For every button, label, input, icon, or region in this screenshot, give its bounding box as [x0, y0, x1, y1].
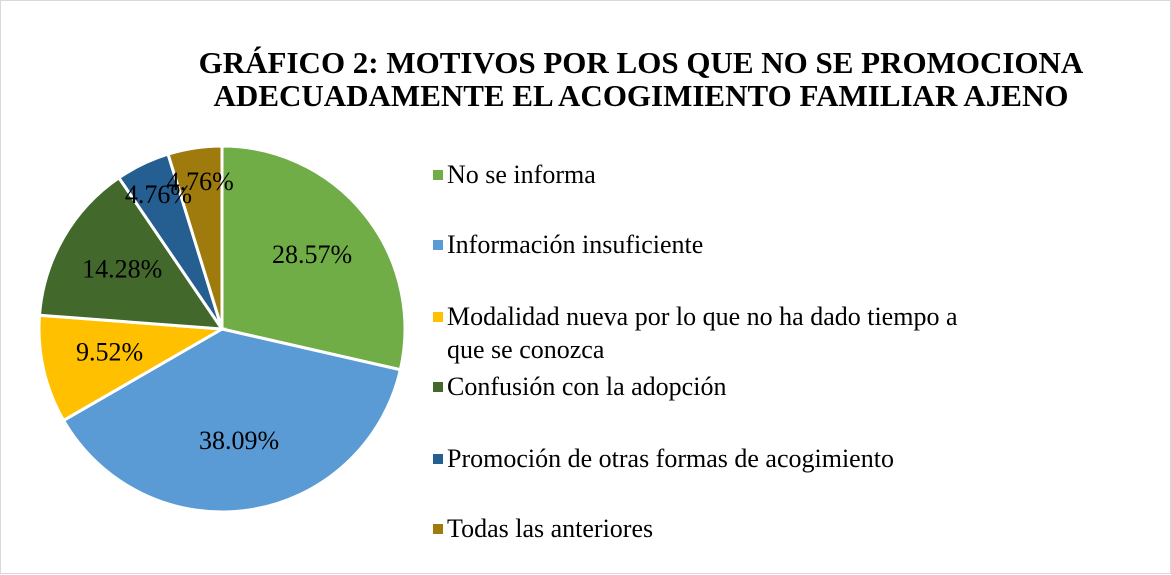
data-label: 4.76% — [167, 167, 234, 196]
legend-label: Todas las anteriores — [447, 514, 654, 543]
legend-item: No se informa — [433, 158, 993, 191]
legend-item: Todas las anteriores — [433, 512, 993, 545]
legend-swatch — [433, 524, 443, 534]
legend-label: Información insuficiente — [447, 230, 704, 259]
pie-slice — [166, 144, 224, 330]
legend-label: Modalidad nueva por lo que no ha dado ti… — [447, 302, 958, 364]
legend-item: Confusión con la adopción — [433, 370, 993, 403]
legend-swatch — [433, 382, 443, 392]
pie-slice — [220, 144, 407, 372]
legend-item: Promoción de otras formas de acogimiento — [433, 442, 993, 475]
data-label: 28.57% — [272, 240, 352, 269]
data-label: 38.09% — [199, 426, 279, 455]
data-label: 9.52% — [76, 338, 143, 367]
chart-title: GRÁFICO 2: MOTIVOS POR LOS QUE NO SE PRO… — [198, 45, 1084, 113]
pie-slice — [37, 313, 227, 423]
legend-item: Modalidad nueva por lo que no ha dado ti… — [433, 300, 993, 366]
legend-swatch — [433, 170, 443, 180]
pie-slice — [37, 175, 225, 331]
legend-swatch — [433, 454, 443, 464]
legend-swatch — [433, 240, 443, 250]
legend-label: Promoción de otras formas de acogimiento — [447, 444, 894, 473]
legend-swatch — [433, 312, 443, 322]
data-label: 4.76% — [125, 180, 192, 209]
legend-label: No se informa — [447, 160, 596, 189]
legend-item: Información insuficiente — [433, 228, 993, 261]
legend-label: Confusión con la adopción — [447, 372, 727, 401]
data-label: 14.28% — [82, 254, 162, 283]
pie-slice — [61, 327, 403, 514]
